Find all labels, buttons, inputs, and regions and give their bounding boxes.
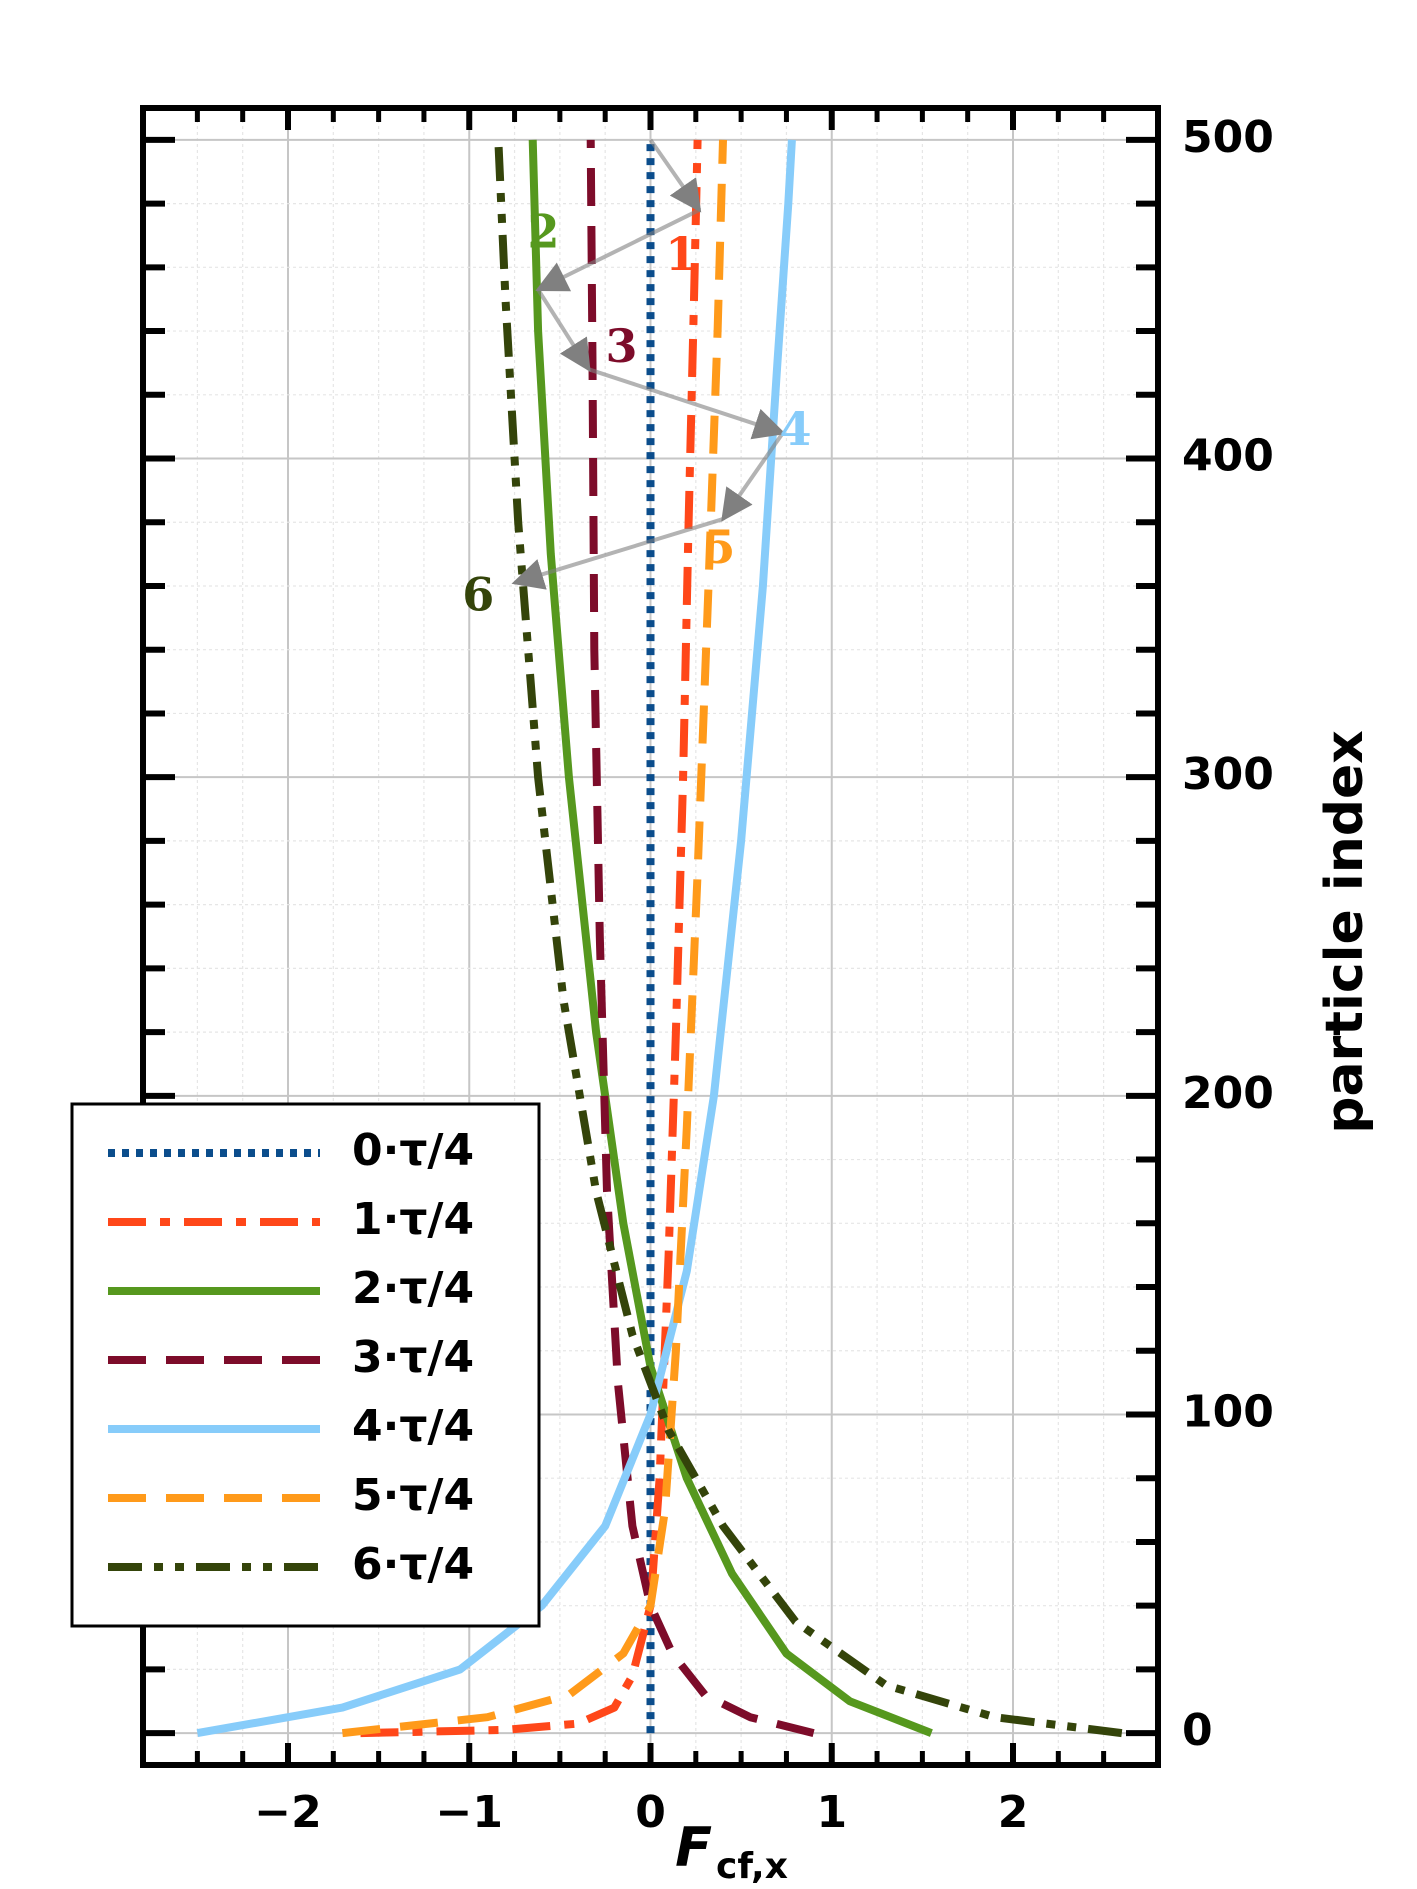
y-tick-label: 500 [1182, 112, 1274, 163]
x-tick-label: −1 [436, 1787, 503, 1838]
legend-label: 2·τ/4 [352, 1263, 474, 1314]
x-tick-label: −2 [254, 1787, 321, 1838]
annotation-arrow [535, 208, 701, 292]
x-tick-label: 0 [635, 1787, 666, 1838]
tick-labels: −2 −1 0 1 2 0 100 200 300 400 500 [254, 112, 1274, 1838]
y-tick-label: 200 [1182, 1068, 1274, 1119]
series-line-2 [528, 139, 933, 1737]
legend-label: 0·τ/4 [352, 1125, 474, 1176]
annotation-label: 4 [779, 402, 811, 456]
annotation-arrow [648, 138, 702, 213]
series-group [196, 139, 1123, 1738]
annotation-arrow [588, 367, 786, 440]
annotation-label: 3 [605, 319, 637, 373]
legend-label: 1·τ/4 [352, 1194, 474, 1245]
y-tick-label: 400 [1182, 431, 1274, 482]
y-tick-label: 0 [1182, 1705, 1213, 1756]
annotation-label: 1 [665, 227, 697, 281]
annotation-arrow [536, 288, 591, 372]
annotation-arrows [511, 138, 786, 590]
annotation-label: 6 [462, 568, 494, 622]
x-axis-label: F [675, 1816, 712, 1879]
annotation-labels: 1 2 3 4 5 6 [462, 204, 811, 621]
annotation-arrow [511, 517, 724, 590]
x-tick-label: 1 [816, 1787, 847, 1838]
series-line-3 [586, 139, 815, 1737]
legend-label: 5·τ/4 [352, 1470, 474, 1521]
legend: 0·τ/4 1·τ/4 2·τ/4 3·τ/4 4·τ/4 5·τ/4 6·τ/4 [70, 1102, 541, 1628]
series-line-4 [196, 139, 796, 1738]
x-axis-label-subscript: cf,x [716, 1846, 788, 1887]
legend-label: 6·τ/4 [352, 1539, 474, 1590]
legend-box [70, 1102, 541, 1628]
legend-label: 3·τ/4 [352, 1332, 474, 1383]
series-line-6 [494, 139, 1123, 1738]
annotation-label: 5 [703, 520, 735, 574]
series-line-1 [360, 139, 702, 1738]
y-tick-label: 100 [1182, 1386, 1274, 1437]
annotation-label: 2 [528, 204, 560, 258]
y-axis-label: particle index [1315, 730, 1375, 1134]
x-tick-label: 2 [998, 1787, 1029, 1838]
y-tick-label: 300 [1182, 749, 1274, 800]
legend-label: 4·τ/4 [352, 1401, 474, 1452]
annotation-arrow [721, 431, 785, 522]
